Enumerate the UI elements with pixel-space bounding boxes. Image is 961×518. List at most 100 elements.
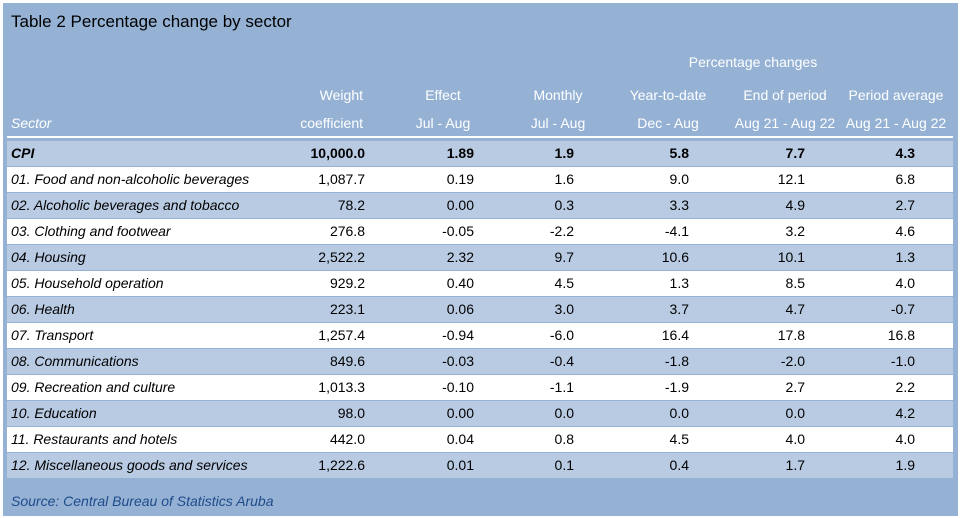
row-value-col4: -1.9 — [664, 379, 689, 395]
row-value-col2: -0.10 — [442, 379, 474, 395]
row-value-col4: 9.0 — [669, 171, 689, 187]
row-value-col2: 0.00 — [446, 197, 474, 213]
row-value-col2: 0.01 — [446, 457, 474, 473]
col-header-effect-line1: Effect — [425, 87, 461, 103]
table-row: 09. Recreation and culture 1,013.3 -0.10 -1… — [7, 375, 953, 400]
row-value-col4: 4.5 — [669, 431, 689, 447]
row-sector-name: 03. Clothing and footwear — [11, 223, 171, 239]
row-value-col2: 0.06 — [446, 301, 474, 317]
row-value-col1: 78.2 — [337, 197, 365, 213]
row-sector-name: 02. Alcoholic beverages and tobacco — [11, 197, 240, 213]
col-header-eop-line1: End of period — [743, 87, 827, 103]
row-sector-name: 07. Transport — [11, 327, 94, 343]
row-value-col1: 2,522.2 — [318, 249, 365, 265]
col-header-eop-line2: Aug 21 - Aug 22 — [734, 115, 836, 131]
table-row: 03. Clothing and footwear 276.8 -0.05 -2.2 -… — [7, 219, 953, 244]
row-value-col6: 4.3 — [895, 145, 915, 161]
row-value-col1: 849.6 — [329, 353, 365, 369]
row-value-col4: 3.7 — [669, 301, 689, 317]
table-title: Table 2 Percentage change by sector — [11, 12, 292, 31]
row-value-col5: 0.0 — [785, 405, 805, 421]
row-value-col4: 0.4 — [669, 457, 689, 473]
row-value-col5: 1.7 — [785, 457, 805, 473]
row-value-col4: 0.0 — [669, 405, 689, 421]
col-header-monthly-line2: Jul - Aug — [530, 115, 586, 131]
table-row: 02. Alcoholic beverages and tobacco 78.2 0… — [7, 193, 953, 218]
table-row: 06. Health 223.1 0.06 3.0 3.7 4.7 -0.7 — [7, 297, 953, 322]
row-value-col1: 98.0 — [337, 405, 365, 421]
row-value-col6: -1.0 — [890, 353, 915, 369]
row-value-col4: 3.3 — [669, 197, 689, 213]
row-value-col3: 0.8 — [554, 431, 574, 447]
row-value-col6: 1.3 — [895, 249, 915, 265]
row-value-col1: 1,087.7 — [318, 171, 365, 187]
row-value-col3: 3.0 — [554, 301, 574, 317]
row-value-col3: 1.6 — [554, 171, 574, 187]
row-sector-name: 12. Miscellaneous goods and services — [11, 457, 248, 473]
row-value-col5: 2.7 — [785, 379, 805, 395]
row-value-col4: 5.8 — [669, 145, 689, 161]
row-value-col5: 12.1 — [777, 171, 805, 187]
col-header-effect-line2: Jul - Aug — [415, 115, 471, 131]
col-header-weight-line2: coefficient — [300, 115, 363, 131]
col-header-ytd-line1: Year-to-date — [629, 87, 707, 103]
source-note: Source: Central Bureau of Statistics Aru… — [11, 493, 274, 509]
row-value-col1: 1,013.3 — [318, 379, 365, 395]
table-row: CPI 10,000.0 1.89 1.9 5.8 7.7 4.3 — [7, 141, 953, 166]
col-header-pavg-line2: Aug 21 - Aug 22 — [845, 115, 947, 131]
table-frame: Table 2 Percentage change by sector Perc… — [3, 3, 958, 516]
row-value-col2: 1.89 — [446, 145, 474, 161]
row-value-col6: 2.7 — [895, 197, 915, 213]
header-underline — [7, 136, 953, 138]
row-value-col6: 4.0 — [895, 275, 915, 291]
row-value-col4: -4.1 — [664, 223, 689, 239]
row-value-col6: -0.7 — [890, 301, 915, 317]
row-sector-name: 11. Restaurants and hotels — [11, 431, 178, 447]
table-row: 08. Communications 849.6 -0.03 -0.4 -1.8 -2.0… — [7, 349, 953, 374]
row-value-col2: -0.03 — [442, 353, 474, 369]
row-value-col3: 0.1 — [554, 457, 574, 473]
row-value-col5: 4.9 — [785, 197, 805, 213]
row-sector-name: 01. Food and non-alcoholic beverages — [11, 171, 250, 187]
row-value-col5: 7.7 — [785, 145, 805, 161]
row-value-col2: 0.19 — [446, 171, 474, 187]
row-value-col5: 8.5 — [785, 275, 805, 291]
row-value-col6: 4.6 — [895, 223, 915, 239]
row-value-col5: 4.0 — [785, 431, 805, 447]
row-value-col4: -1.8 — [664, 353, 689, 369]
row-value-col1: 10,000.0 — [310, 145, 366, 161]
row-value-col1: 223.1 — [329, 301, 365, 317]
table-row: 04. Housing 2,522.2 2.32 9.7 10.6 10.1 1.3 — [7, 245, 953, 270]
col-header-pavg-line1: Period average — [848, 87, 944, 103]
row-value-col3: -1.1 — [549, 379, 574, 395]
row-value-col3: -6.0 — [549, 327, 574, 343]
row-value-col5: 3.2 — [785, 223, 805, 239]
row-value-col4: 1.3 — [669, 275, 689, 291]
row-value-col1: 1,222.6 — [318, 457, 365, 473]
row-value-col3: -0.4 — [549, 353, 574, 369]
col-header-monthly-line1: Monthly — [533, 87, 583, 103]
row-value-col1: 929.2 — [329, 275, 365, 291]
table-row: 01. Food and non-alcoholic beverages 1,08… — [7, 167, 953, 192]
row-value-col6: 16.8 — [887, 327, 915, 343]
row-value-col2: 2.32 — [446, 249, 474, 265]
row-value-col2: 0.40 — [446, 275, 474, 291]
table-row: 10. Education 98.0 0.00 0.0 0.0 0.0 4.2 — [7, 401, 953, 426]
row-value-col1: 276.8 — [329, 223, 365, 239]
table-row: 05. Household operation 929.2 0.40 4.5 1.3 8.… — [7, 271, 953, 296]
row-sector-name: 10. Education — [11, 405, 97, 421]
row-value-col2: -0.94 — [442, 327, 474, 343]
col-header-ytd-line2: Dec - Aug — [637, 115, 699, 131]
row-value-col6: 1.9 — [895, 457, 915, 473]
row-value-col2: -0.05 — [442, 223, 474, 239]
row-value-col5: 4.7 — [785, 301, 805, 317]
group-header-percentage-changes: Percentage changes — [688, 54, 818, 70]
row-value-col1: 442.0 — [329, 431, 365, 447]
row-value-col6: 4.0 — [895, 431, 915, 447]
table-row: 11. Restaurants and hotels 442.0 0.04 0.8 4.… — [7, 427, 953, 452]
row-value-col6: 4.2 — [895, 405, 915, 421]
row-value-col5: -2.0 — [780, 353, 805, 369]
row-sector-name: 08. Communications — [11, 353, 139, 369]
col-header-sector: Sector — [11, 115, 52, 131]
row-value-col3: 4.5 — [554, 275, 574, 291]
